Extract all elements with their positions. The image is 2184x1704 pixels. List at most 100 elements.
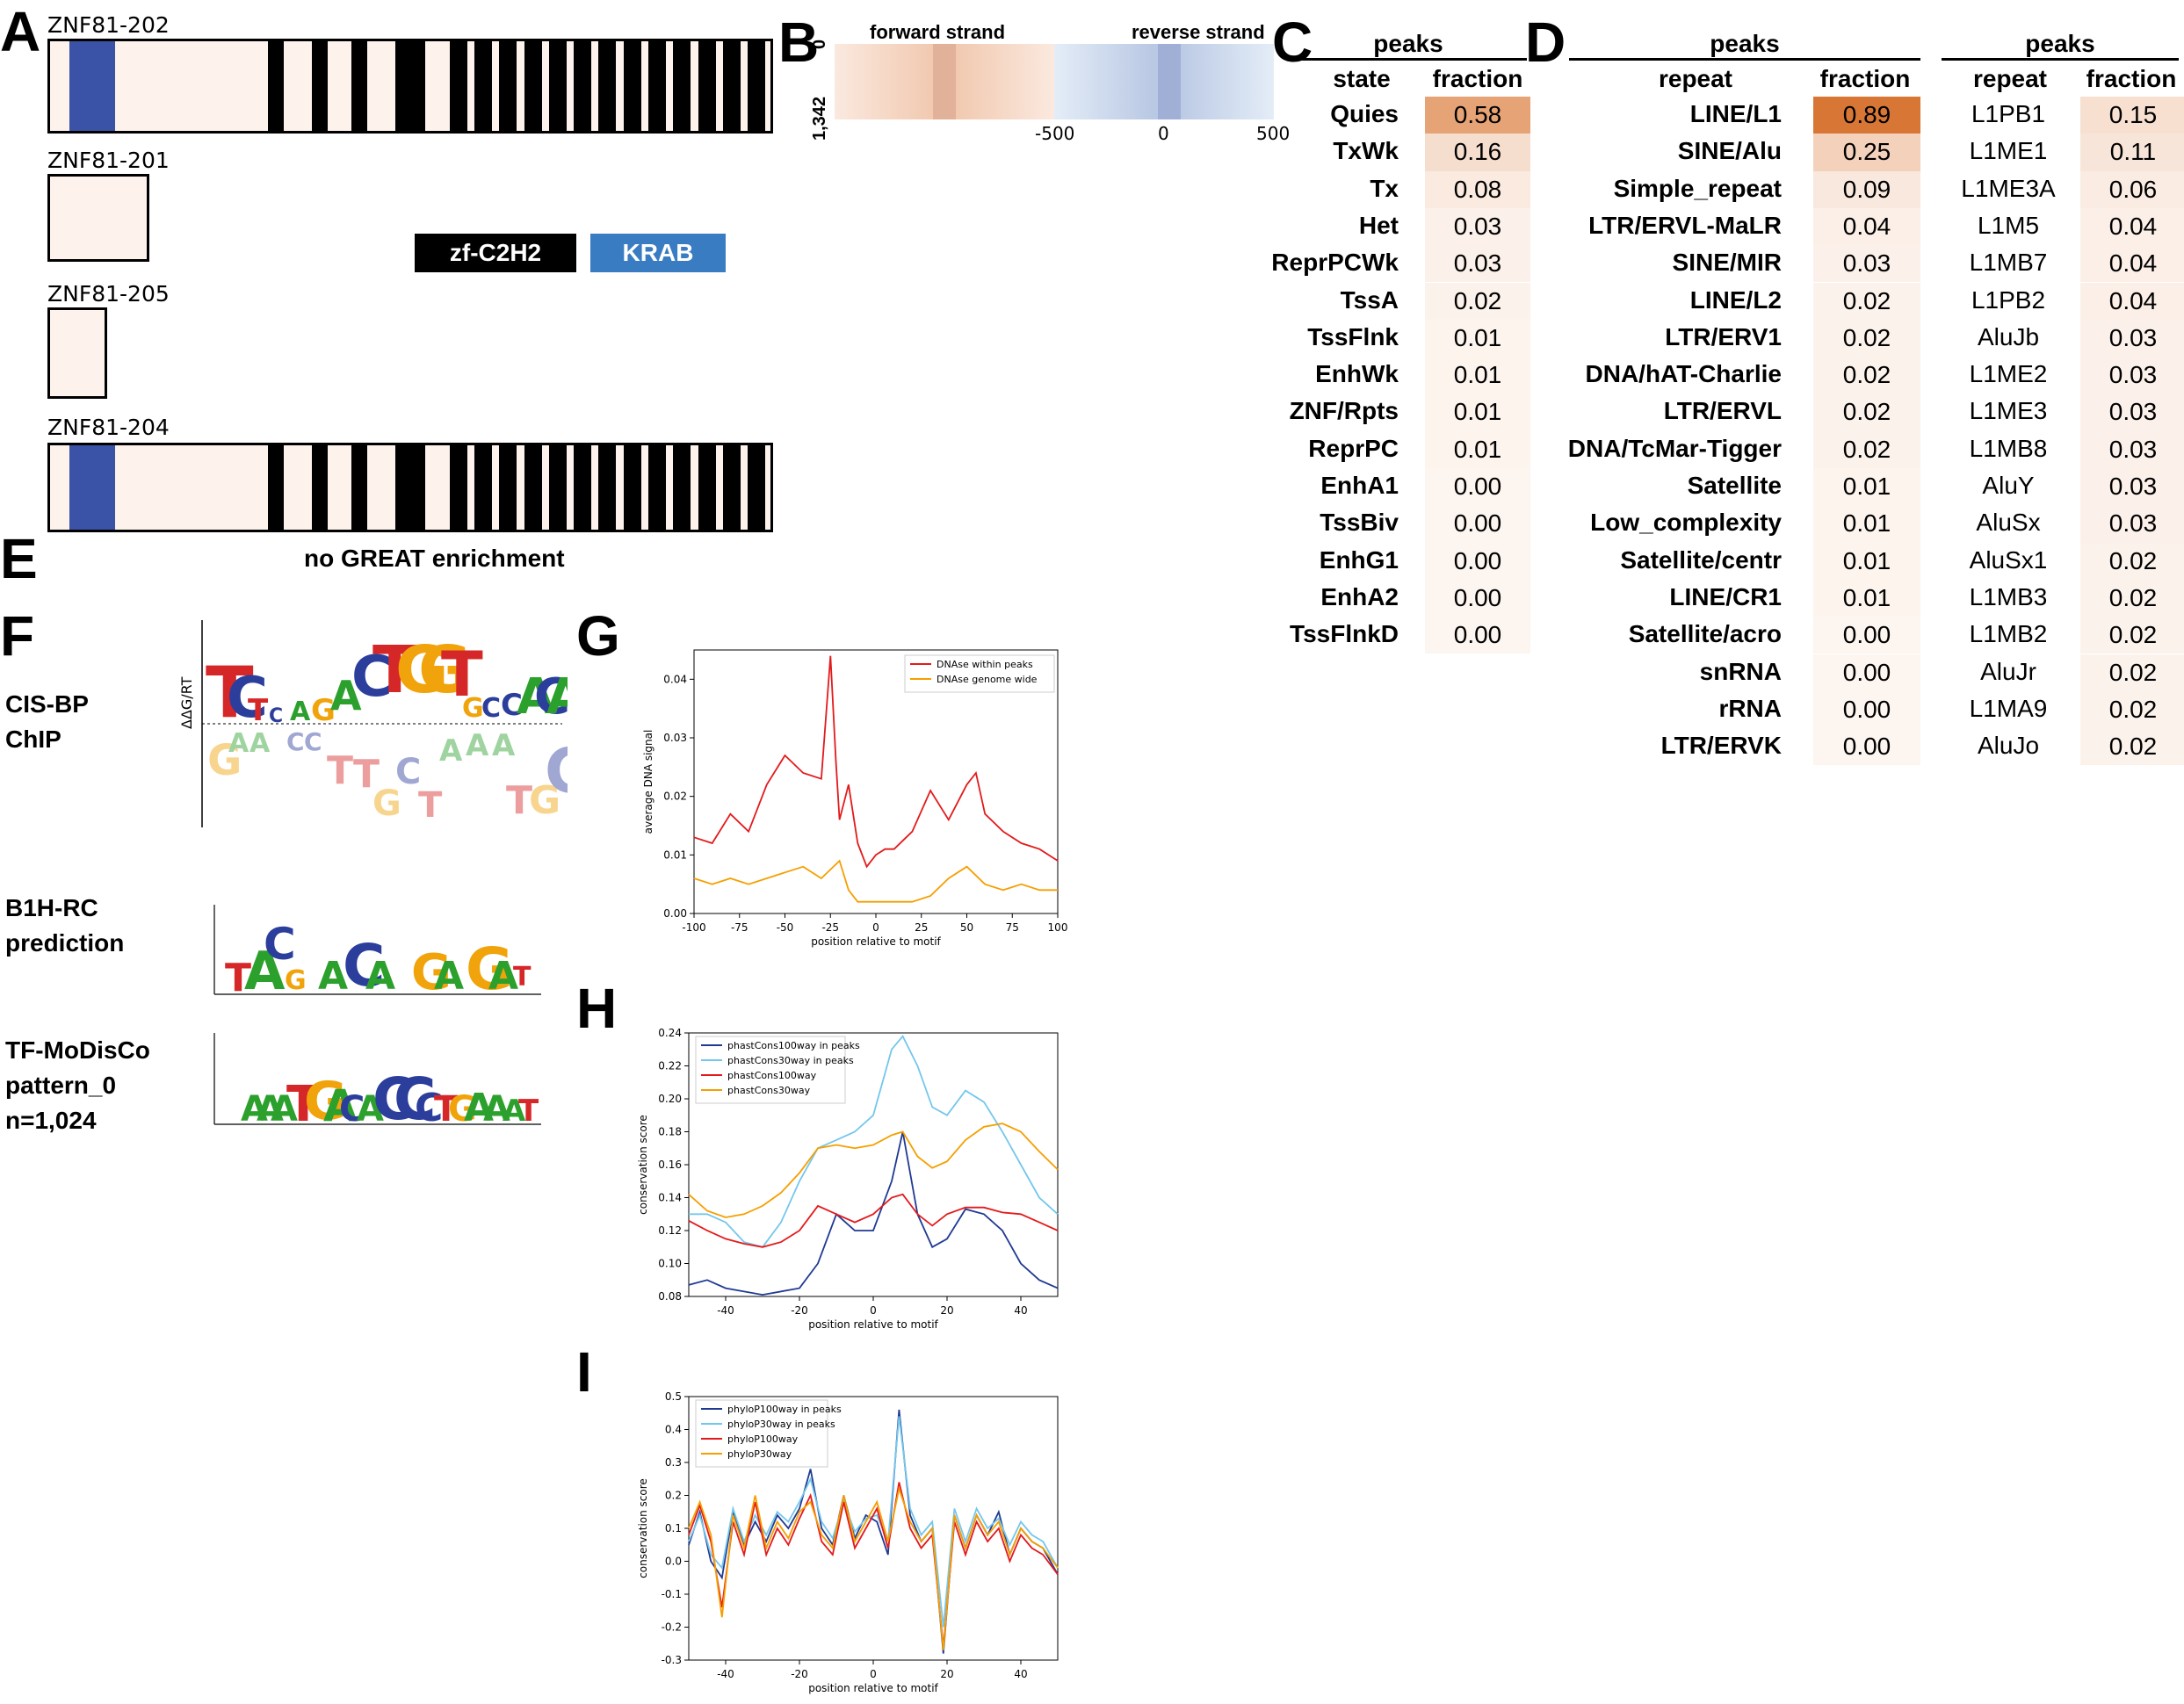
table-cell-fraction: 0.02 xyxy=(1425,282,1530,320)
svg-text:A: A xyxy=(241,1089,268,1130)
zinc-finger-domain xyxy=(623,445,641,530)
y-tick-label: 0.08 xyxy=(658,1290,682,1303)
zinc-finger-domain xyxy=(449,445,467,530)
table-cell-fraction: 0.03 xyxy=(2080,430,2184,468)
cisbp-motif-logo: ΔΔG/RT T C T C A G A C T G G T G C C A C… xyxy=(178,620,568,827)
table-row-label: ZNF/Rpts xyxy=(1289,397,1399,425)
x-tick-label: -75 xyxy=(731,921,748,934)
table-cell-fraction: 0.02 xyxy=(2080,653,2184,691)
y-tick-label: 0.22 xyxy=(658,1060,682,1072)
y-tick-label: 0.03 xyxy=(663,732,687,744)
table-row-label: AluJo xyxy=(1977,732,2040,760)
svg-text:G: G xyxy=(311,693,336,728)
table-cell-fraction: 0.01 xyxy=(1425,319,1530,357)
legend-frame xyxy=(695,1399,828,1468)
y-tick-label: 0.20 xyxy=(658,1093,682,1105)
motif-ylabel: ΔΔG/RT xyxy=(178,676,195,729)
svg-text:C: C xyxy=(395,752,421,792)
zinc-finger-domain xyxy=(311,445,328,530)
y-tick-label: 0.10 xyxy=(658,1258,682,1270)
y-tick-label: 0.5 xyxy=(665,1390,682,1403)
svg-text:G: G xyxy=(207,736,242,785)
svg-text:T: T xyxy=(372,632,417,708)
table-row-label: L1MA9 xyxy=(1969,694,2048,722)
zinc-finger-domain xyxy=(395,445,426,530)
table-row-label: Satellite xyxy=(1687,472,1782,499)
table-row-label: L1MB3 xyxy=(1969,582,2048,610)
chart-h-phastcons: -40 -20 0 20 40 0.08 0.10 0.12 0.14 0.16 0.18 0.20 0… xyxy=(637,1027,1059,1331)
header-divider xyxy=(1942,58,2179,61)
zinc-finger-domain xyxy=(698,41,716,131)
svg-text:A: A xyxy=(330,672,362,719)
x-tick-label: 25 xyxy=(915,921,928,934)
table-row-label: LINE/CR1 xyxy=(1669,582,1782,610)
y-axis-label: conservation score xyxy=(637,1478,649,1578)
x-tick-label: 100 xyxy=(1048,921,1068,934)
krab-domain xyxy=(69,41,115,131)
svg-text:T: T xyxy=(248,693,269,728)
svg-text:T: T xyxy=(286,1076,320,1131)
legend-entry: phyloP100way in peaks xyxy=(727,1404,842,1415)
table-row-label: LINE/L1 xyxy=(1689,100,1782,127)
svg-text:T: T xyxy=(225,956,251,1000)
table-cell-fraction: 0.02 xyxy=(2080,542,2184,580)
table-row-label: L1PB1 xyxy=(1971,100,2046,127)
header-divider xyxy=(1569,58,1920,61)
y-tick-label: -0.2 xyxy=(662,1621,682,1634)
table-cell-fraction: 0.00 xyxy=(1425,579,1530,617)
svg-text:G: G xyxy=(448,1089,477,1130)
col-header-fraction: fraction xyxy=(2086,65,2177,92)
heatmap-x-tick: 0 xyxy=(1158,123,1169,144)
table-row-label: TssFlnk xyxy=(1307,322,1399,350)
zinc-finger-domain xyxy=(574,41,592,131)
table-row-label: AluY xyxy=(1982,472,2035,499)
b1h-label-line: prediction xyxy=(5,929,125,957)
zinc-finger-domain xyxy=(698,445,716,530)
table-cell-fraction: 0.03 xyxy=(2080,394,2184,431)
table-group-header: peaks xyxy=(1710,30,1780,57)
panel-label-g: G xyxy=(576,604,620,668)
series-line xyxy=(688,1123,1059,1218)
chart-i-phylop: -40 -20 0 20 40 -0.3 -0.2 -0.1 0.0 0.1 0.2 0.3 0.4 0.… xyxy=(637,1390,1059,1694)
svg-text:A: A xyxy=(365,954,395,999)
svg-text:C: C xyxy=(351,645,393,710)
track-name: ZNF81-205 xyxy=(47,281,170,307)
panel-label-d: D xyxy=(1525,11,1566,74)
table-group-header: peaks xyxy=(1373,30,1443,57)
table-cell-fraction: 0.25 xyxy=(1813,134,1920,171)
legend-entry: phastCons30way xyxy=(727,1085,811,1096)
table-cell-fraction: 0.06 xyxy=(2080,170,2184,208)
x-tick-label: -40 xyxy=(717,1304,734,1317)
table-cell-fraction: 0.01 xyxy=(1813,505,1920,543)
b1h-motif-logo: T A C G A C A G A G A T xyxy=(213,905,541,1003)
table-cell-fraction: 0.00 xyxy=(1425,505,1530,543)
zinc-finger-domain xyxy=(748,445,766,530)
zinc-finger-domain xyxy=(574,445,592,530)
x-tick-label: -100 xyxy=(682,921,705,934)
svg-text:A: A xyxy=(492,728,516,763)
table-cell-fraction: 0.03 xyxy=(2080,357,2184,394)
svg-text:C: C xyxy=(339,1089,365,1130)
x-tick-label: 75 xyxy=(1006,921,1019,934)
svg-text:A: A xyxy=(483,1089,510,1130)
table-cell-fraction: 0.03 xyxy=(1813,245,1920,283)
legend-entry: phastCons30way in peaks xyxy=(727,1055,854,1066)
y-tick-label: 0.01 xyxy=(663,848,687,861)
svg-text:A: A xyxy=(257,1089,284,1130)
table-cell-fraction: 0.00 xyxy=(1813,617,1920,654)
table-row-label: LTR/ERVK xyxy=(1660,732,1782,760)
svg-text:G: G xyxy=(529,778,560,823)
table-cell-fraction: 0.02 xyxy=(1813,430,1920,468)
y-tick-label: 0.3 xyxy=(665,1456,682,1469)
svg-text:A: A xyxy=(249,728,271,759)
panel-label-b: B xyxy=(778,11,820,74)
table-row-label: Simple_repeat xyxy=(1613,174,1782,202)
table-row-label: L1MB2 xyxy=(1969,620,2048,648)
svg-text:C: C xyxy=(264,919,296,970)
svg-text:T: T xyxy=(518,1094,539,1129)
table-row-label: ReprPC xyxy=(1308,434,1399,462)
table-cell-fraction: 0.02 xyxy=(2080,728,2184,766)
panel-label-c: C xyxy=(1272,11,1313,74)
col-header-fraction: fraction xyxy=(1819,65,1911,92)
legend-entry: phyloP30way in peaks xyxy=(727,1419,835,1430)
